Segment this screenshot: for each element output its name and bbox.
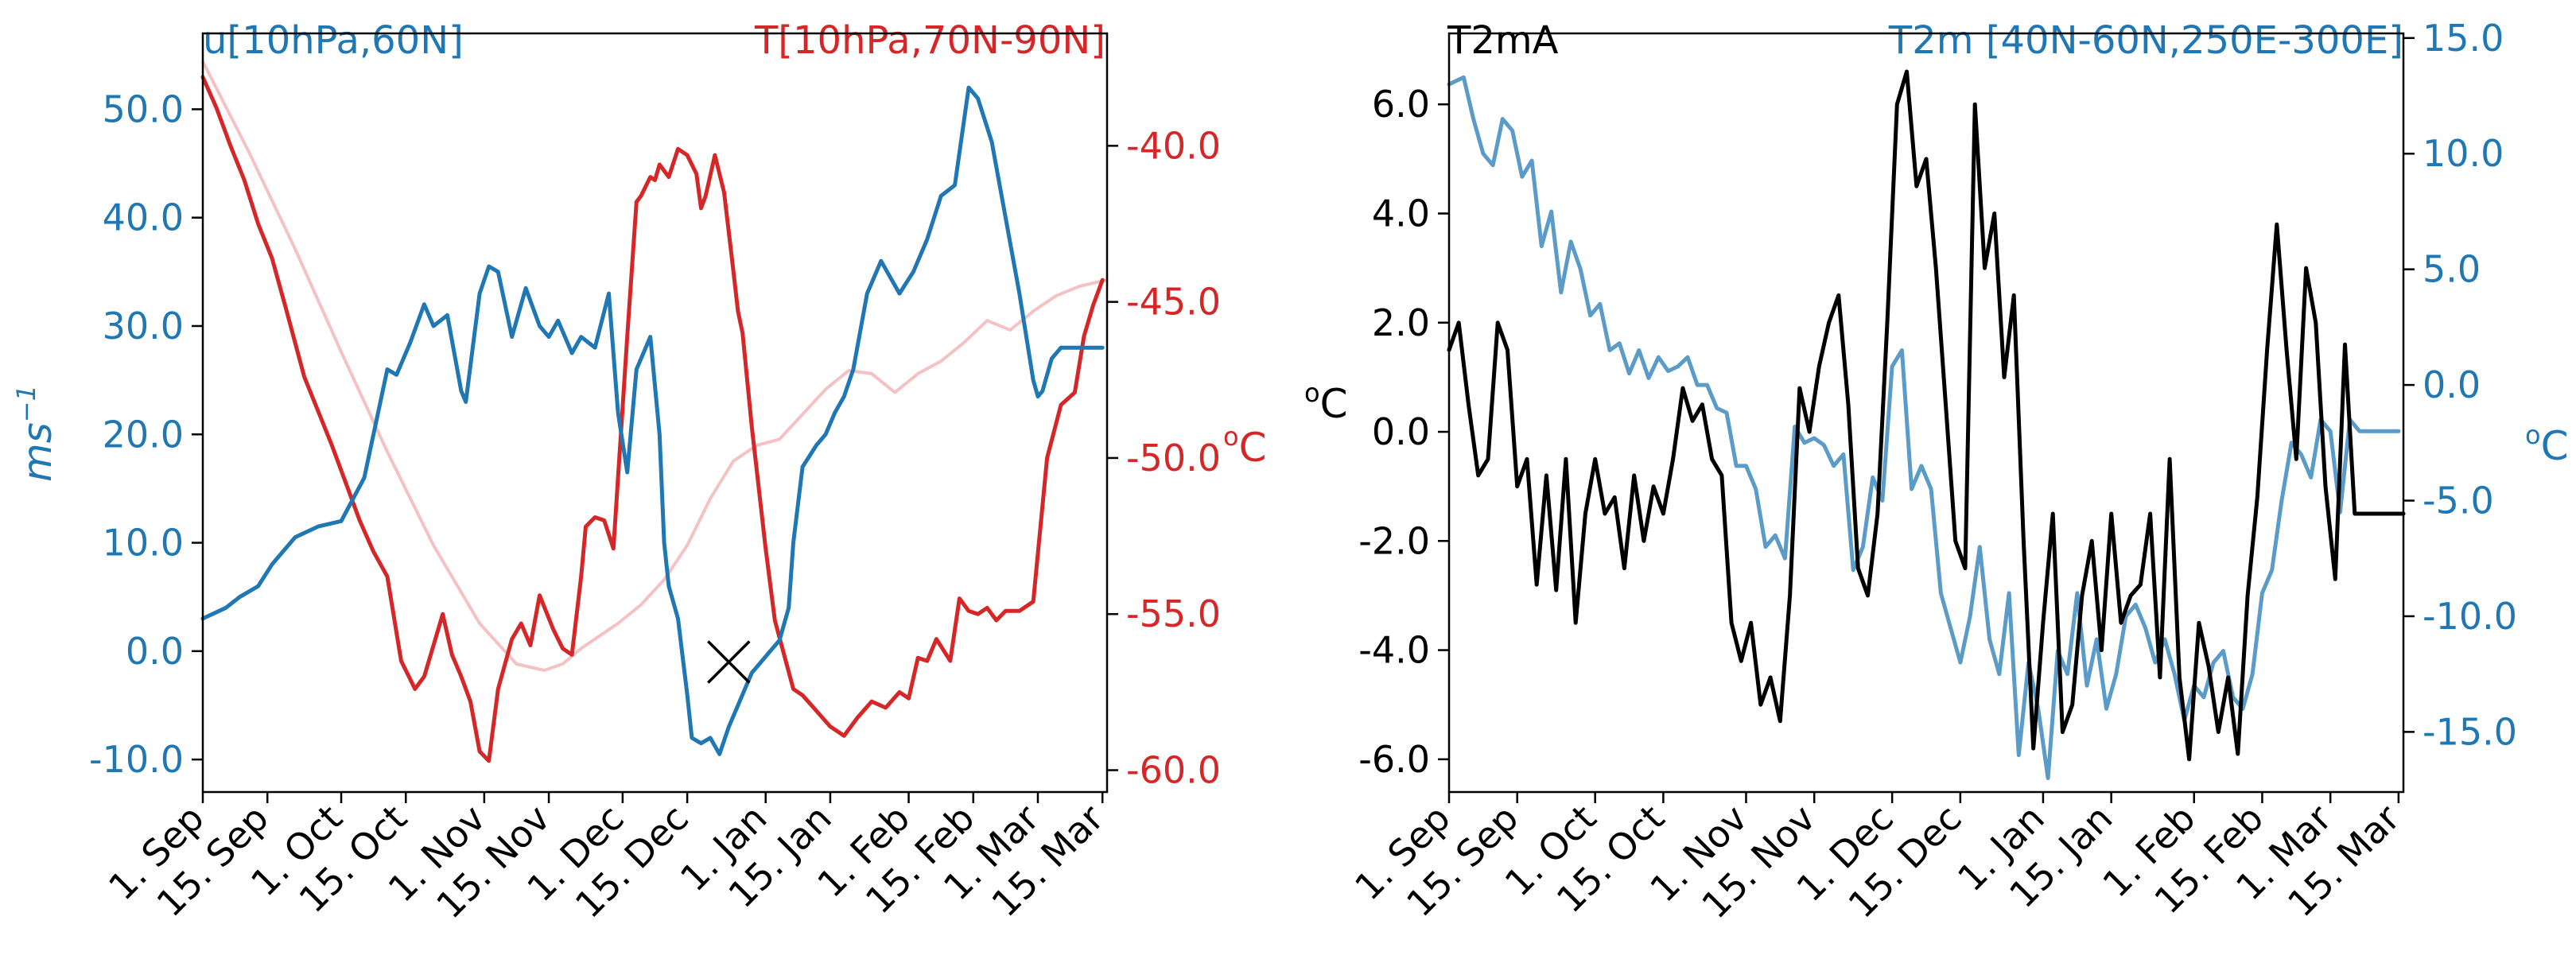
t2ma-series <box>1447 69 2406 762</box>
plot-frame <box>1447 32 2405 794</box>
series-line-t2m-40n-60n-250e-300e <box>1447 75 2401 780</box>
u-wind-series <box>200 85 1105 756</box>
y-right-tick-label: -50.0 <box>1126 437 1221 480</box>
y-left-tick-label: 0.0 <box>126 630 184 673</box>
left-yr-label-text: C <box>1239 425 1267 471</box>
series-line-t-10hpa-70n-90n-climatology <box>201 60 1109 672</box>
temperature-series <box>200 75 1105 763</box>
y-left-tick-label: 20.0 <box>103 413 184 456</box>
x-marker-stroke-b <box>707 640 751 684</box>
y-left-tick-label: 4.0 <box>1372 192 1430 235</box>
right-yr-label-sup: o <box>2525 420 2541 450</box>
left-yr-label-sup: o <box>1223 421 1239 452</box>
y-left-tick-label: 6.0 <box>1372 83 1430 126</box>
right-plot-area <box>1447 69 2406 780</box>
y-right-tick-label: -40.0 <box>1126 124 1221 167</box>
left-plot-area <box>200 60 1109 763</box>
left-y-label-sup: −1 <box>11 385 41 422</box>
x-marker <box>707 640 751 684</box>
plot-frame <box>201 32 1109 794</box>
right-yr-label-text: C <box>2541 423 2569 469</box>
left-panel-y-right-label: oC <box>1223 421 1267 471</box>
right-panel-title-t2ma: T2mA <box>1447 18 1559 63</box>
y-left-tick-label: 0.0 <box>1372 410 1430 453</box>
y-right-tick-label: 0.0 <box>2423 363 2481 406</box>
y-left-tick-label: 2.0 <box>1372 301 1430 344</box>
y-left-tick-label: 10.0 <box>103 522 184 565</box>
y-left-tick-label: 40.0 <box>103 196 184 239</box>
right-y-label-text: C <box>1320 381 1348 427</box>
series-line-t-10hpa-70n-90n <box>200 75 1105 763</box>
t2m-region-series <box>1447 75 2401 780</box>
y-right-tick-label: 5.0 <box>2423 248 2481 291</box>
series-line-u-10hpa-60n <box>200 85 1105 756</box>
right-panel-y-right-label: oC <box>2525 420 2569 469</box>
left-axes: -10.0 0.0 10.0 20.0 30.0 40.0 50.0 -60.0 -55.0 -5… <box>89 32 1221 926</box>
y-left-tick-label: -10.0 <box>89 738 184 781</box>
right-y-label-sup: o <box>1304 378 1320 408</box>
left-panel-title-t: T[10hPa,70N-90N] <box>754 18 1105 63</box>
y-right-tick-label: -60.0 <box>1126 749 1221 792</box>
y-right-tick-label: 15.0 <box>2423 17 2504 60</box>
y-right-tick-label: -45.0 <box>1126 281 1221 324</box>
y-left-tick-label: 30.0 <box>103 305 184 348</box>
y-left-tick-label: 50.0 <box>103 87 184 130</box>
y-left-tick-label: -6.0 <box>1358 738 1430 781</box>
y-left-tick-label: -2.0 <box>1358 519 1430 562</box>
y-right-tick-label: 10.0 <box>2423 132 2504 175</box>
temperature-climatology-series <box>201 60 1109 672</box>
y-right-tick-label: -55.0 <box>1126 592 1221 635</box>
right-panel-y-left-label: oC <box>1304 378 1348 427</box>
y-right-tick-label: -5.0 <box>2423 480 2494 522</box>
y-right-tick-label: -10.0 <box>2423 595 2517 638</box>
y-right-tick-label: -15.0 <box>2423 710 2517 753</box>
left-panel-title-u: u[10hPa,60N] <box>203 18 464 63</box>
right-panel-title-t2m: T2m [40N-60N,250E-300E] <box>1888 18 2403 63</box>
series-line-t2ma <box>1447 69 2406 762</box>
left-panel-y-left-label: ms−1 <box>11 385 60 482</box>
left-panel: u[10hPa,60N] T[10hPa,70N-90N] ms−1 oC -1… <box>11 18 1267 926</box>
right-panel: T2mA T2m [40N-60N,250E-300E] oC oC -6.0-… <box>1304 17 2569 927</box>
y-left-tick-label: -4.0 <box>1358 629 1430 672</box>
left-y-label-text: ms <box>14 422 60 482</box>
